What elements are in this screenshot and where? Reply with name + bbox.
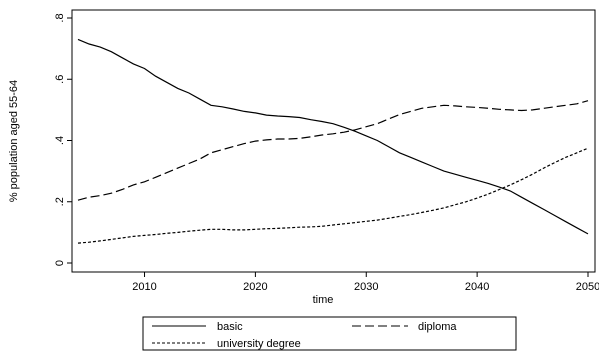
legend-label-university-degree: university degree	[217, 338, 301, 350]
y-axis-title: % population aged 55-64	[8, 80, 20, 202]
x-tick-label: 2010	[132, 281, 156, 293]
series-line-diploma	[77, 100, 589, 201]
x-axis: 2010 2020 2030 2040 2050	[132, 272, 599, 293]
legend-box	[142, 316, 517, 351]
y-tick-label: .6	[54, 75, 66, 84]
y-tick-label: .2	[54, 197, 66, 206]
series-line-university-degree	[77, 147, 589, 244]
series-line-basic	[77, 38, 589, 235]
legend-label-diploma: diploma	[418, 321, 457, 333]
y-tick-label: 0	[54, 260, 66, 266]
series-layer	[77, 38, 589, 244]
legend-label-basic: basic	[217, 321, 243, 333]
plot-frame	[71, 9, 596, 273]
x-tick-label: 2040	[465, 281, 489, 293]
legend: basic diploma university degree	[142, 316, 517, 351]
y-axis: 0 .2 .4 .6 .8	[54, 13, 72, 266]
y-tick-label: .4	[54, 136, 66, 145]
x-axis-title: time	[313, 294, 334, 306]
y-tick-label: .8	[54, 13, 66, 22]
x-tick-label: 2030	[354, 281, 378, 293]
x-tick-label: 2020	[243, 281, 267, 293]
x-tick-label: 2050	[576, 281, 599, 293]
